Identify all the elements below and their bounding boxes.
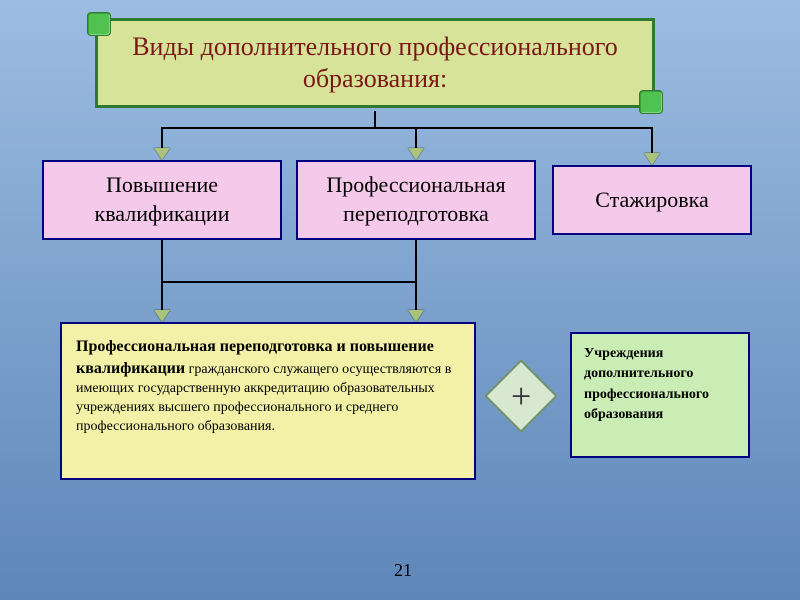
branch-label: Повышение квалификации bbox=[95, 171, 230, 228]
connector-down-1 bbox=[415, 240, 417, 310]
branch-retraining: Профессиональная переподготовка bbox=[296, 160, 536, 240]
connector-down-0 bbox=[161, 240, 163, 310]
page-number: 21 bbox=[394, 560, 412, 581]
plus-symbol: + bbox=[511, 375, 531, 417]
title-box: Виды дополнительного профессионального о… bbox=[95, 18, 655, 108]
scroll-end-left bbox=[87, 12, 111, 36]
connector-drop-3 bbox=[651, 127, 653, 153]
arrowhead-1 bbox=[154, 148, 170, 160]
institutions-box: Учреждения дополнительного профессиональ… bbox=[570, 332, 750, 458]
arrowhead-3 bbox=[644, 153, 660, 165]
description-box: Профессиональная переподготовка и повыше… bbox=[60, 322, 476, 480]
branch-label: Стажировка bbox=[595, 186, 709, 215]
connector-drop-1 bbox=[161, 127, 163, 148]
branch-qualification: Повышение квалификации bbox=[42, 160, 282, 240]
connector-drop-2 bbox=[415, 127, 417, 148]
connector-horizontal bbox=[162, 127, 652, 129]
arrowhead-desc-1 bbox=[408, 310, 424, 322]
scroll-end-right bbox=[639, 90, 663, 114]
institutions-text: Учреждения дополнительного профессиональ… bbox=[584, 344, 736, 425]
branch-label: Профессиональная переподготовка bbox=[326, 171, 505, 228]
connector-stem bbox=[374, 111, 376, 127]
branch-internship: Стажировка bbox=[552, 165, 752, 235]
arrowhead-desc-0 bbox=[154, 310, 170, 322]
connector-merge bbox=[162, 281, 416, 283]
arrowhead-2 bbox=[408, 148, 424, 160]
description-text: Профессиональная переподготовка и повыше… bbox=[76, 336, 460, 436]
title-text: Виды дополнительного профессионального о… bbox=[124, 31, 626, 96]
